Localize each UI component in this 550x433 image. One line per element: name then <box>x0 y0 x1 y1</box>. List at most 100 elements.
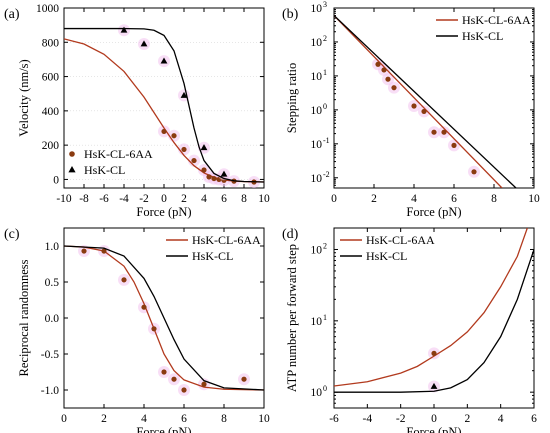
y-tick-label: 10 <box>311 387 323 399</box>
fit-curve-hsk-cl <box>64 27 264 183</box>
y-tick-label: 0.0 <box>45 313 60 325</box>
data-point-hsk-cl-6aa <box>421 108 427 115</box>
legend-label: HsK-CL <box>84 163 125 177</box>
panel-c: (c) 0 2 4 6 8 10 -1.0 -0.5 0.0 0.5 1.0 Force (pN) Rec… <box>4 227 270 433</box>
data-point-hsk-cl-6aa <box>431 129 437 135</box>
data-point-hsk-cl <box>180 91 188 98</box>
data-point-hsk-cl-6aa <box>375 61 381 67</box>
x-tick-label: 6 <box>531 413 537 425</box>
x-tick-label: -2 <box>139 193 149 205</box>
data-point-hsk-cl-6aa <box>201 167 207 173</box>
x-tick-label: 6 <box>451 193 457 205</box>
y-axis-title: Stepping ratio <box>285 63 299 133</box>
panel-label: (b) <box>282 7 299 22</box>
data-point-hsk-cl-6aa <box>161 128 167 135</box>
data-point-hsk-cl-6aa <box>391 85 397 91</box>
legend-item-hsk-cl-6aa: HsK-CL-6AA <box>166 233 261 247</box>
x-tick-label: 2 <box>371 193 377 205</box>
legend-label: HsK-CL <box>462 29 503 43</box>
data-point-hsk-cl-6aa <box>171 133 177 139</box>
x-tick-label: 4 <box>411 193 417 205</box>
x-tick-label: 10 <box>258 413 270 425</box>
x-tick-label: 8 <box>221 413 227 425</box>
fit-curve-hsk-cl-6aa <box>334 15 503 188</box>
y-tick-label: 600 <box>42 72 60 84</box>
y-tick-label: 10 <box>311 71 323 83</box>
data-point-hsk-cl <box>120 26 128 33</box>
x-tick-label: -6 <box>99 193 109 205</box>
panel-a: (a) -10 -8 -6 -4 -2 0 2 4 6 8 10 0 200 400 600 800 1000 Fo… <box>4 3 270 219</box>
y-tick-label: -1.0 <box>41 385 59 397</box>
data-point-hsk-cl-6aa <box>385 76 391 82</box>
x-tick-label: 2 <box>101 413 107 425</box>
panel-label: (a) <box>4 7 20 22</box>
x-tick-label: 2 <box>181 193 187 205</box>
fit-curve-hsk-cl-6aa <box>64 38 264 183</box>
data-point-hsk-cl <box>220 170 228 177</box>
y-tick-label: 10 <box>311 139 323 151</box>
y-tick-exponent: 0 <box>323 102 327 111</box>
fit-curve-hsk-cl-6aa <box>334 228 528 387</box>
data-point-hsk-cl-6aa <box>201 381 207 387</box>
data-point-hsk-cl-6aa <box>381 67 387 73</box>
x-tick-label: -6 <box>329 413 339 425</box>
y-axis-title: Reciprocal randomness <box>17 259 31 376</box>
y-tick-exponent: 3 <box>323 0 327 9</box>
x-tick-label: 10 <box>528 193 540 205</box>
x-tick-label: 0 <box>331 193 337 205</box>
data-point-hsk-cl-6aa <box>161 369 167 375</box>
data-point-hsk-cl <box>160 57 168 64</box>
fit-curve-hsk-cl <box>334 15 517 188</box>
fit-curve-hsk-cl <box>64 245 264 391</box>
legend: HsK-CL-6AA HsK-CL <box>340 233 435 263</box>
legend-marker <box>69 151 75 157</box>
y-axis-title: ATP number per forward step <box>285 244 299 392</box>
data-point-hsk-cl-6aa <box>241 376 247 382</box>
y-tick-label: 800 <box>42 37 60 49</box>
data-point-hsk-cl-6aa <box>101 248 107 254</box>
y-tick-exponent: 1 <box>323 68 327 77</box>
legend-label: HsK-CL-6AA <box>84 147 153 161</box>
x-tick-label: 8 <box>491 193 497 205</box>
x-tick-label: 4 <box>201 193 207 205</box>
plot-area <box>334 228 534 393</box>
x-tick-label: -8 <box>79 193 89 205</box>
y-tick-label: 10 <box>311 105 323 117</box>
data-point-hsk-cl-6aa <box>441 129 447 135</box>
y-tick-exponent: 2 <box>323 34 327 43</box>
plot-area <box>64 24 264 188</box>
legend-label: HsK-CL-6AA <box>366 233 435 247</box>
x-tick-label: -4 <box>119 193 129 205</box>
data-point-hsk-cl-6aa <box>206 174 212 180</box>
x-tick-label: 4 <box>141 413 147 425</box>
x-tick-label: 0 <box>61 413 67 425</box>
y-tick-label: 200 <box>42 140 60 152</box>
data-point-hsk-cl-6aa <box>471 169 477 175</box>
data-point-hsk-cl-6aa <box>151 326 157 332</box>
y-tick-label: -0.5 <box>41 349 59 361</box>
x-tick-label: -4 <box>363 413 373 425</box>
legend-item-hsk-cl: HsK-CL <box>436 29 503 43</box>
legend-item-hsk-cl-6aa: HsK-CL-6AA <box>340 233 435 247</box>
legend-label: HsK-CL-6AA <box>192 233 261 247</box>
y-tick-label: 10 <box>311 3 323 15</box>
legend: HsK-CL-6AA HsK-CL <box>68 147 153 177</box>
x-tick-label: 4 <box>498 413 504 425</box>
y-tick-label: 10 <box>311 244 323 256</box>
legend-item-hsk-cl: HsK-CL <box>68 163 125 177</box>
data-point-hsk-cl-6aa <box>431 350 437 356</box>
x-axis-title: Force (pN) <box>136 425 191 433</box>
legend-item-hsk-cl-6aa: HsK-CL-6AA <box>69 147 153 161</box>
x-tick-label: 0 <box>161 193 167 205</box>
plot-area <box>334 15 517 188</box>
y-tick-exponent: 2 <box>323 241 327 250</box>
data-point-hsk-cl-6aa <box>451 142 457 148</box>
legend-item-hsk-cl-6aa: HsK-CL-6AA <box>436 13 531 27</box>
y-tick-label: 0 <box>53 174 59 186</box>
data-point-hsk-cl-6aa <box>411 103 417 109</box>
data-point-hsk-cl <box>140 40 148 47</box>
x-axis-title: Force (pN) <box>136 205 191 219</box>
plot-frame <box>333 7 535 189</box>
